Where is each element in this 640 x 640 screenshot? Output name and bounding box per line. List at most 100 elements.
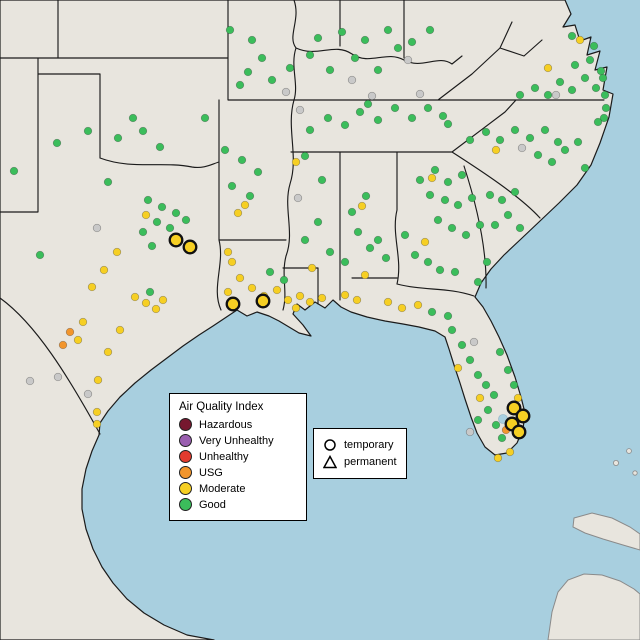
station-dot-good[interactable] [461,230,471,240]
station-dot-good[interactable] [450,267,460,277]
station-dot-good[interactable] [390,103,400,113]
station-dot-good[interactable] [235,80,245,90]
station-dot-good[interactable] [596,66,606,76]
station-dot-good[interactable] [457,170,467,180]
station-dot-good[interactable] [600,90,610,100]
station-dot-good[interactable] [473,370,483,380]
station-dot-good[interactable] [220,145,230,155]
station-dot-good[interactable] [589,41,599,51]
station-dot-missing[interactable] [403,55,413,65]
station-dot-good[interactable] [475,220,485,230]
temporary-station-marker[interactable] [511,424,527,440]
station-dot-moderate[interactable] [357,201,367,211]
station-dot-good[interactable] [145,287,155,297]
station-dot-good[interactable] [447,223,457,233]
station-dot-good[interactable] [427,307,437,317]
station-dot-good[interactable] [438,111,448,121]
station-dot-moderate[interactable] [92,407,102,417]
station-dot-good[interactable] [515,223,525,233]
station-dot-good[interactable] [497,433,507,443]
station-dot-moderate[interactable] [317,293,327,303]
station-dot-good[interactable] [340,257,350,267]
station-dot-good[interactable] [9,166,19,176]
station-dot-moderate[interactable] [78,317,88,327]
station-dot-good[interactable] [473,277,483,287]
station-dot-good[interactable] [525,133,535,143]
station-dot-good[interactable] [363,99,373,109]
station-dot-missing[interactable] [551,90,561,100]
station-dot-good[interactable] [553,137,563,147]
station-dot-good[interactable] [325,247,335,257]
station-dot-good[interactable] [373,65,383,75]
station-dot-moderate[interactable] [158,295,168,305]
station-dot-good[interactable] [317,175,327,185]
station-dot-good[interactable] [83,126,93,136]
station-dot-moderate[interactable] [543,63,553,73]
station-dot-good[interactable] [503,210,513,220]
station-dot-missing[interactable] [53,372,63,382]
station-dot-moderate[interactable] [307,263,317,273]
temporary-station-marker[interactable] [168,232,184,248]
station-dot-good[interactable] [601,103,611,113]
station-dot-good[interactable] [465,355,475,365]
station-dot-good[interactable] [365,243,375,253]
station-dot-good[interactable] [467,193,477,203]
station-dot-good[interactable] [573,137,583,147]
station-dot-moderate[interactable] [87,282,97,292]
station-dot-moderate[interactable] [130,292,140,302]
station-dot-moderate[interactable] [103,347,113,357]
station-dot-good[interactable] [433,215,443,225]
station-dot-missing[interactable] [295,105,305,115]
station-dot-good[interactable] [485,190,495,200]
temporary-station-marker[interactable] [255,293,271,309]
station-dot-good[interactable] [285,63,295,73]
station-dot-good[interactable] [305,50,315,60]
station-dot-good[interactable] [533,150,543,160]
station-dot-good[interactable] [200,113,210,123]
station-dot-good[interactable] [113,133,123,143]
temporary-station-marker[interactable] [506,400,522,416]
station-dot-good[interactable] [453,200,463,210]
station-dot-good[interactable] [103,177,113,187]
station-dot-good[interactable] [510,125,520,135]
station-dot-usg[interactable] [58,340,68,350]
station-dot-good[interactable] [497,195,507,205]
station-dot-good[interactable] [152,217,162,227]
station-dot-good[interactable] [495,347,505,357]
station-dot-moderate[interactable] [575,35,585,45]
station-dot-moderate[interactable] [233,208,243,218]
station-dot-good[interactable] [313,33,323,43]
station-dot-good[interactable] [340,120,350,130]
station-dot-good[interactable] [143,195,153,205]
station-dot-good[interactable] [243,67,253,77]
station-dot-good[interactable] [491,420,501,430]
station-dot-good[interactable] [510,187,520,197]
station-dot-moderate[interactable] [360,270,370,280]
station-dot-good[interactable] [347,207,357,217]
station-dot-moderate[interactable] [73,335,83,345]
station-dot-good[interactable] [237,155,247,165]
station-dot-usg[interactable] [65,327,75,337]
station-dot-good[interactable] [503,365,513,375]
station-dot-good[interactable] [443,119,453,129]
station-dot-good[interactable] [598,73,608,83]
station-dot-good[interactable] [245,191,255,201]
station-dot-good[interactable] [435,265,445,275]
station-dot-good[interactable] [265,267,275,277]
station-dot-moderate[interactable] [227,257,237,267]
station-dot-missing[interactable] [281,87,291,97]
station-dot-moderate[interactable] [291,157,301,167]
station-dot-good[interactable] [443,311,453,321]
station-dot-good[interactable] [591,83,601,93]
station-dot-good[interactable] [353,227,363,237]
station-dot-missing[interactable] [367,91,377,101]
station-dot-good[interactable] [373,235,383,245]
station-dot-good[interactable] [337,27,347,37]
station-dot-moderate[interactable] [115,325,125,335]
station-dot-good[interactable] [138,227,148,237]
station-dot-moderate[interactable] [223,287,233,297]
station-dot-moderate[interactable] [247,283,257,293]
station-dot-good[interactable] [147,241,157,251]
station-dot-moderate[interactable] [505,447,515,457]
